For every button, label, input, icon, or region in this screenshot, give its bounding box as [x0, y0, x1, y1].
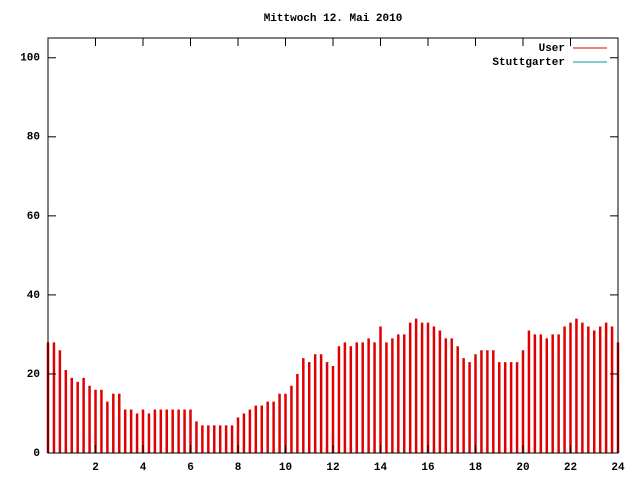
- y-tick-label: 80: [27, 132, 40, 144]
- x-tick-label: 6: [187, 462, 194, 474]
- chart-title: Mittwoch 12. Mai 2010: [264, 13, 403, 25]
- legend-label: User: [539, 43, 565, 55]
- x-tick-label: 4: [140, 462, 147, 474]
- x-tick-label: 22: [564, 462, 577, 474]
- x-tick-label: 16: [421, 462, 434, 474]
- x-tick-label: 12: [326, 462, 339, 474]
- x-tick-label: 2: [92, 462, 99, 474]
- legend-label: Stuttgarter: [492, 57, 565, 69]
- y-tick-label: 60: [27, 211, 40, 223]
- y-tick-label: 20: [27, 369, 40, 381]
- x-tick-label: 20: [516, 462, 529, 474]
- x-tick-label: 10: [279, 462, 292, 474]
- x-tick-label: 24: [611, 462, 625, 474]
- x-tick-label: 8: [235, 462, 242, 474]
- y-tick-label: 0: [33, 448, 40, 460]
- x-tick-label: 18: [469, 462, 483, 474]
- y-tick-label: 100: [20, 53, 40, 65]
- x-tick-label: 14: [374, 462, 388, 474]
- y-tick-label: 40: [27, 290, 40, 302]
